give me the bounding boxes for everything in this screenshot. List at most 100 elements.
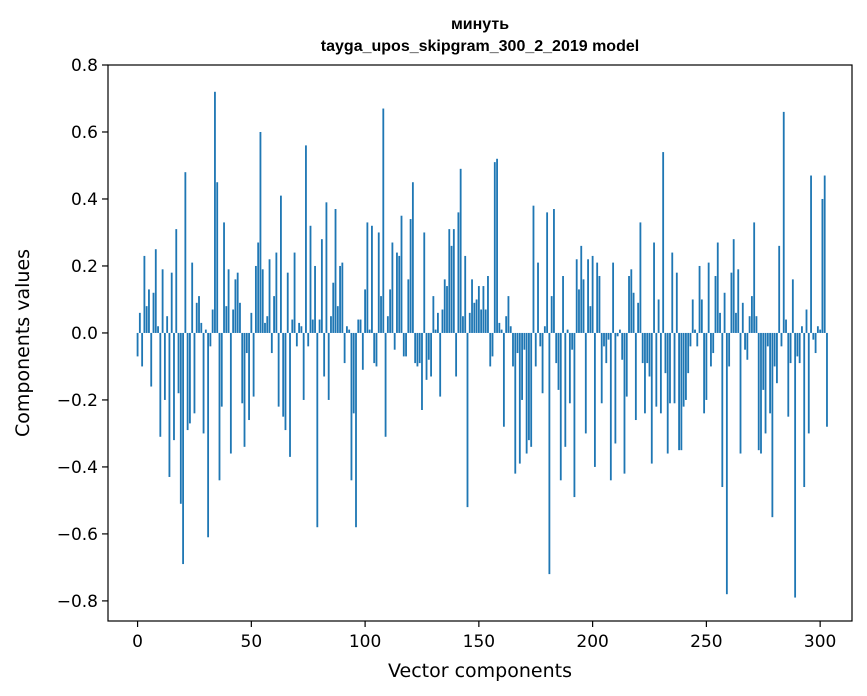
bar bbox=[475, 299, 478, 333]
bar bbox=[382, 108, 385, 333]
bar bbox=[823, 175, 826, 333]
bar bbox=[785, 319, 787, 333]
bar bbox=[195, 302, 198, 333]
bar bbox=[764, 332, 767, 434]
bar bbox=[239, 302, 241, 333]
bar bbox=[446, 286, 448, 333]
bar bbox=[639, 222, 642, 333]
bar bbox=[466, 332, 469, 508]
bar bbox=[805, 309, 808, 333]
x-tick-label: 300 bbox=[804, 632, 836, 652]
bar bbox=[689, 332, 692, 347]
bar bbox=[819, 329, 822, 333]
bar bbox=[341, 262, 344, 333]
bar bbox=[448, 229, 451, 333]
bar bbox=[575, 259, 578, 333]
bar bbox=[182, 332, 184, 565]
bar bbox=[791, 279, 794, 333]
bar bbox=[138, 312, 141, 333]
bar bbox=[166, 316, 169, 333]
bar bbox=[432, 296, 435, 333]
bar bbox=[289, 332, 291, 457]
bar bbox=[514, 332, 517, 474]
y-axis-label: Components values bbox=[12, 249, 34, 437]
bar bbox=[368, 329, 371, 333]
bar bbox=[161, 269, 164, 333]
bar bbox=[528, 332, 530, 441]
bar bbox=[739, 332, 742, 454]
bar bbox=[821, 198, 824, 333]
bar bbox=[343, 332, 346, 364]
y-tick-label: 0.4 bbox=[71, 190, 98, 210]
bar bbox=[666, 332, 669, 454]
bar bbox=[685, 332, 687, 400]
bar bbox=[202, 332, 205, 434]
bar bbox=[641, 332, 644, 364]
bar bbox=[705, 332, 708, 400]
bar bbox=[427, 332, 430, 360]
bar bbox=[523, 332, 526, 350]
bar bbox=[814, 332, 817, 354]
bar bbox=[364, 289, 367, 333]
bar bbox=[698, 265, 701, 333]
bar bbox=[330, 316, 332, 333]
bar bbox=[259, 131, 262, 333]
bar bbox=[719, 312, 721, 333]
bar bbox=[568, 332, 571, 404]
bar bbox=[798, 332, 801, 364]
bar bbox=[789, 332, 792, 364]
bar bbox=[407, 279, 410, 333]
y-tick-label: −0.4 bbox=[57, 458, 98, 478]
bar bbox=[248, 332, 250, 421]
bar bbox=[423, 232, 426, 333]
bar bbox=[441, 309, 444, 333]
chart-title: минуть bbox=[451, 16, 509, 33]
bar bbox=[732, 239, 735, 333]
bar bbox=[584, 332, 587, 434]
bar bbox=[434, 329, 437, 333]
bar bbox=[464, 255, 467, 333]
bar bbox=[462, 316, 464, 333]
bar bbox=[630, 269, 633, 333]
bar bbox=[243, 332, 246, 447]
bar bbox=[687, 332, 690, 374]
bar bbox=[204, 329, 207, 333]
bar bbox=[459, 168, 462, 333]
bar bbox=[530, 332, 533, 447]
bar bbox=[653, 242, 655, 333]
bar bbox=[721, 332, 724, 488]
bar bbox=[655, 332, 658, 407]
bar bbox=[484, 309, 487, 333]
bar bbox=[264, 322, 266, 333]
y-axis-ticks: 0.8 0.6 0.4 0.2 0.0 −0.2 −0.4 −0.6 −0.8 bbox=[57, 56, 108, 612]
bar bbox=[357, 319, 360, 333]
bar bbox=[710, 332, 712, 367]
bar bbox=[550, 296, 553, 333]
bar bbox=[582, 279, 585, 333]
bar bbox=[571, 332, 574, 350]
bar bbox=[218, 332, 221, 481]
bar bbox=[193, 332, 196, 414]
bar bbox=[614, 332, 617, 444]
bar bbox=[189, 332, 191, 424]
bar bbox=[386, 316, 389, 333]
bar bbox=[525, 332, 528, 454]
bar bbox=[339, 265, 341, 333]
bar bbox=[539, 332, 542, 347]
bar bbox=[286, 272, 289, 333]
bar bbox=[261, 269, 264, 333]
bar bbox=[673, 332, 676, 404]
bar bbox=[352, 332, 355, 414]
bar bbox=[696, 332, 699, 347]
bar bbox=[491, 332, 494, 357]
bar bbox=[450, 245, 453, 333]
bar bbox=[323, 332, 326, 377]
x-tick-label: 50 bbox=[241, 632, 263, 652]
bar bbox=[179, 332, 182, 504]
bar bbox=[223, 222, 225, 333]
bar bbox=[507, 296, 510, 333]
bar bbox=[675, 272, 678, 333]
bar bbox=[555, 332, 558, 364]
bar bbox=[325, 202, 328, 333]
